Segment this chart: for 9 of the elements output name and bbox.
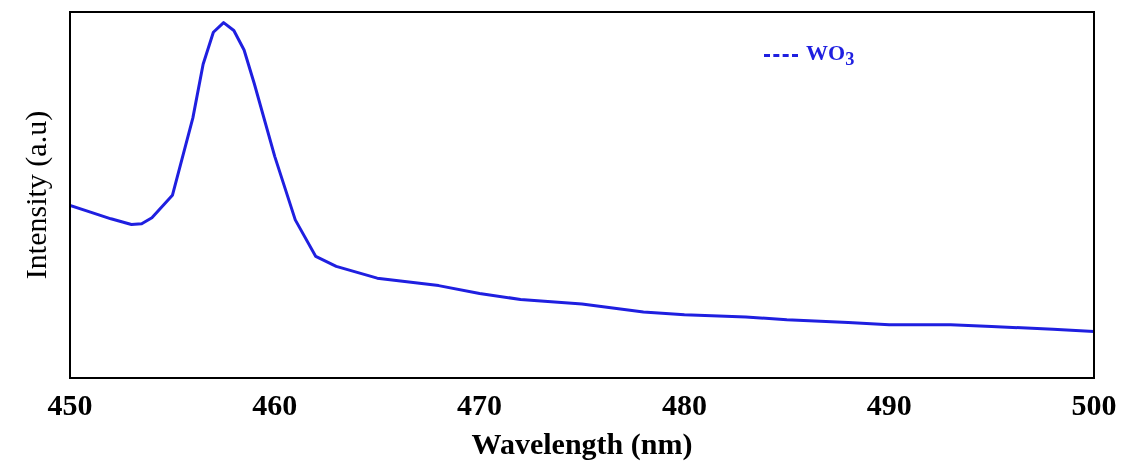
x-axis-title: Wavelength (nm)	[471, 426, 693, 461]
x-tick-label: 450	[47, 387, 93, 421]
x-tick-label: 490	[866, 387, 912, 421]
x-tick-label: 480	[661, 387, 707, 421]
x-tick-label: 470	[457, 387, 503, 421]
y-axis-title: Intensity (a.u)	[18, 110, 53, 280]
x-tick-label: 500	[1071, 387, 1117, 421]
x-tick-label: 460	[252, 387, 298, 421]
legend-label: WO$_{3}$	[806, 40, 855, 71]
